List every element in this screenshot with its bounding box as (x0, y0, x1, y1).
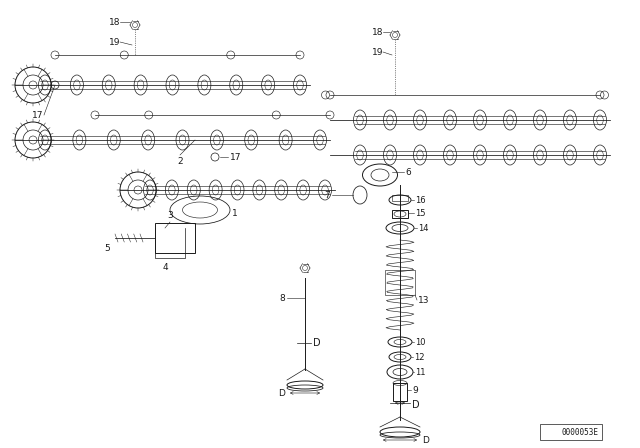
Text: 18: 18 (109, 17, 120, 26)
Text: D: D (278, 388, 285, 397)
Text: 5: 5 (104, 244, 110, 253)
Text: 0000053E: 0000053E (561, 427, 598, 436)
Text: 15: 15 (415, 208, 426, 217)
Text: 9: 9 (412, 385, 418, 395)
Text: D: D (422, 435, 429, 444)
Text: 3: 3 (167, 211, 173, 220)
Text: 2: 2 (177, 157, 183, 166)
Text: 6: 6 (405, 168, 411, 177)
Text: 1: 1 (232, 208, 237, 217)
Bar (392, 195, 408, 201)
Text: 19: 19 (109, 38, 120, 47)
Text: D: D (313, 338, 321, 348)
Text: 18: 18 (371, 27, 383, 36)
Bar (393, 383, 407, 401)
Text: 19: 19 (371, 47, 383, 56)
Text: 4: 4 (162, 263, 168, 272)
Text: 17: 17 (230, 152, 241, 161)
Bar (392, 210, 408, 218)
Bar (155, 223, 195, 253)
Bar (540, 424, 602, 440)
Text: 14: 14 (418, 224, 429, 233)
Text: 12: 12 (414, 353, 424, 362)
Text: 8: 8 (279, 293, 285, 302)
Text: 10: 10 (415, 337, 426, 346)
Bar (385, 270, 415, 295)
Text: 11: 11 (415, 367, 426, 376)
Text: 16: 16 (415, 195, 426, 204)
Text: 13: 13 (418, 296, 429, 305)
Text: D: D (412, 400, 420, 410)
Text: 7: 7 (324, 190, 330, 199)
Text: 17: 17 (31, 111, 43, 120)
